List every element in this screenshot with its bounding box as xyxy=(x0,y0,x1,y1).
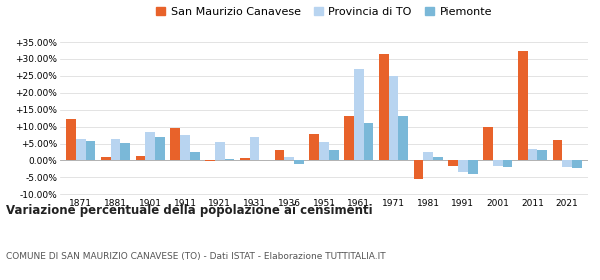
Bar xyxy=(145,132,155,160)
Bar xyxy=(503,160,512,167)
Bar xyxy=(458,160,468,172)
Bar xyxy=(250,137,259,160)
Bar xyxy=(483,127,493,160)
Bar xyxy=(310,134,319,160)
Bar xyxy=(121,143,130,160)
Bar xyxy=(562,160,572,167)
Text: Variazione percentuale della popolazione ai censimenti: Variazione percentuale della popolazione… xyxy=(6,204,373,217)
Bar xyxy=(468,160,478,174)
Bar xyxy=(155,137,165,160)
Bar xyxy=(527,149,537,160)
Bar xyxy=(101,157,111,160)
Bar xyxy=(275,150,284,160)
Bar xyxy=(493,160,503,165)
Bar xyxy=(537,150,547,160)
Bar xyxy=(294,160,304,164)
Bar xyxy=(329,150,338,160)
Bar xyxy=(448,160,458,165)
Bar xyxy=(319,142,329,160)
Bar xyxy=(66,119,76,160)
Bar xyxy=(190,152,200,160)
Bar xyxy=(518,50,527,160)
Bar xyxy=(170,128,180,160)
Bar xyxy=(572,160,582,168)
Bar xyxy=(136,157,145,160)
Bar xyxy=(354,69,364,160)
Bar xyxy=(180,135,190,160)
Bar xyxy=(413,160,424,179)
Bar xyxy=(86,141,95,160)
Bar xyxy=(433,157,443,160)
Legend: San Maurizio Canavese, Provincia di TO, Piemonte: San Maurizio Canavese, Provincia di TO, … xyxy=(153,3,495,20)
Text: COMUNE DI SAN MAURIZIO CANAVESE (TO) - Dati ISTAT - Elaborazione TUTTITALIA.IT: COMUNE DI SAN MAURIZIO CANAVESE (TO) - D… xyxy=(6,252,386,261)
Bar xyxy=(424,152,433,160)
Bar xyxy=(553,140,562,160)
Bar xyxy=(215,142,224,160)
Bar xyxy=(284,157,294,160)
Bar xyxy=(379,54,389,160)
Bar xyxy=(389,76,398,160)
Bar xyxy=(111,139,121,160)
Bar xyxy=(205,160,215,161)
Bar xyxy=(76,139,86,160)
Bar xyxy=(240,158,250,160)
Bar xyxy=(364,123,373,160)
Bar xyxy=(344,116,354,160)
Bar xyxy=(224,159,235,160)
Bar xyxy=(398,116,408,160)
